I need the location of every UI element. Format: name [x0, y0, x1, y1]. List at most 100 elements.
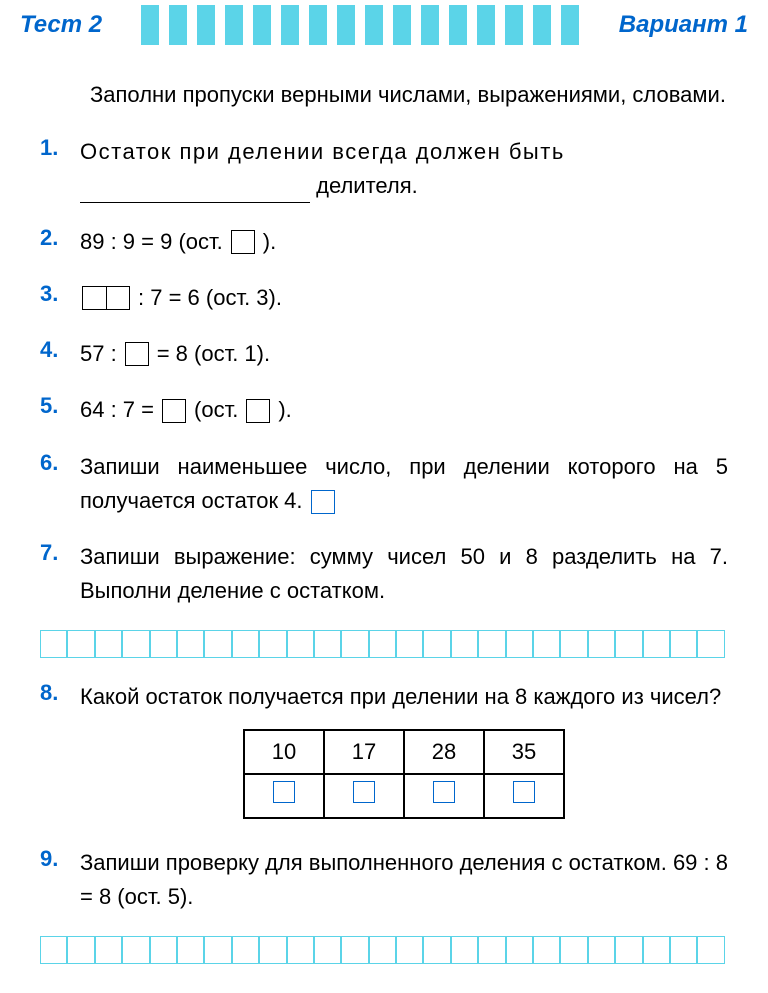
grid-cell[interactable]: [423, 630, 450, 658]
grid-cell[interactable]: [396, 630, 423, 658]
task-number: 6.: [40, 450, 80, 476]
stripe: [561, 5, 579, 45]
task-number: 4.: [40, 337, 80, 363]
grid-cell[interactable]: [643, 936, 670, 964]
task5-expr-c: ).: [278, 393, 291, 427]
grid-cell[interactable]: [232, 630, 259, 658]
table-cell: [244, 774, 324, 818]
task1-after: делителя.: [316, 173, 418, 198]
grid-cell[interactable]: [204, 630, 231, 658]
grid-cell[interactable]: [232, 936, 259, 964]
answer-box[interactable]: [311, 490, 335, 514]
stripe: [225, 5, 243, 45]
grid-cell[interactable]: [177, 630, 204, 658]
grid-cell[interactable]: [204, 936, 231, 964]
grid-cell[interactable]: [369, 630, 396, 658]
grid-cell[interactable]: [451, 630, 478, 658]
fill-blank-line[interactable]: [80, 179, 310, 203]
grid-cell[interactable]: [40, 630, 67, 658]
task8-table: 10 17 28 35: [243, 729, 565, 819]
grid-cell[interactable]: [314, 936, 341, 964]
grid-cell[interactable]: [506, 936, 533, 964]
grid-cell[interactable]: [478, 936, 505, 964]
stripe: [505, 5, 523, 45]
grid-cell[interactable]: [588, 936, 615, 964]
task-number: 3.: [40, 281, 80, 307]
grid-cell[interactable]: [643, 630, 670, 658]
answer-box[interactable]: [433, 781, 455, 803]
answer-box[interactable]: [273, 781, 295, 803]
grid-cell[interactable]: [150, 630, 177, 658]
answer-box-double[interactable]: [82, 286, 130, 310]
task4-expr-b: = 8 (ост. 1).: [157, 337, 270, 371]
table-cell: 28: [404, 730, 484, 774]
answer-box[interactable]: [125, 342, 149, 366]
content: Заполни пропуски верными числами, выраже…: [0, 50, 768, 964]
grid-cell[interactable]: [615, 630, 642, 658]
task6-text: Запиши наименьшее число, при делении кот…: [80, 454, 728, 513]
task-number: 5.: [40, 393, 80, 419]
grid-cell[interactable]: [287, 630, 314, 658]
grid-cell[interactable]: [259, 936, 286, 964]
grid-cell[interactable]: [122, 936, 149, 964]
task-6: 6. Запиши наименьшее число, при делении …: [40, 450, 728, 518]
grid-cell[interactable]: [40, 936, 67, 964]
grid-cell[interactable]: [670, 630, 697, 658]
table-row-header: 10 17 28 35: [244, 730, 564, 774]
answer-box[interactable]: [246, 399, 270, 423]
stripe: [421, 5, 439, 45]
task-1: 1. Остаток при делении всегда должен быт…: [40, 135, 728, 203]
stripe: [141, 5, 159, 45]
grid-cell[interactable]: [341, 936, 368, 964]
answer-grid[interactable]: [40, 630, 728, 658]
grid-cell[interactable]: [451, 936, 478, 964]
grid-cell[interactable]: [533, 936, 560, 964]
task-body: 89 : 9 = 9 (ост. ).: [80, 225, 728, 259]
variant-title: Вариант 1: [619, 11, 748, 39]
stripe: [449, 5, 467, 45]
answer-box[interactable]: [353, 781, 375, 803]
task-3: 3. : 7 = 6 (ост. 3).: [40, 281, 728, 315]
grid-cell[interactable]: [560, 936, 587, 964]
task2-expr-a: 89 : 9 = 9 (ост.: [80, 225, 223, 259]
grid-cell[interactable]: [423, 936, 450, 964]
grid-cell[interactable]: [150, 936, 177, 964]
grid-cell[interactable]: [67, 630, 94, 658]
grid-cell[interactable]: [122, 630, 149, 658]
stripe: [169, 5, 187, 45]
grid-cell[interactable]: [478, 630, 505, 658]
grid-cell[interactable]: [177, 936, 204, 964]
stripe: [309, 5, 327, 45]
grid-cell[interactable]: [588, 630, 615, 658]
table-cell: 35: [484, 730, 564, 774]
grid-cell[interactable]: [67, 936, 94, 964]
grid-cell[interactable]: [697, 630, 724, 658]
grid-cell[interactable]: [287, 936, 314, 964]
grid-cell[interactable]: [95, 936, 122, 964]
answer-box[interactable]: [231, 230, 255, 254]
grid-cell[interactable]: [396, 936, 423, 964]
task-number: 2.: [40, 225, 80, 251]
stripe: [281, 5, 299, 45]
task-number: 7.: [40, 540, 80, 566]
header-stripes: [102, 5, 619, 45]
answer-box[interactable]: [513, 781, 535, 803]
answer-box[interactable]: [162, 399, 186, 423]
grid-cell[interactable]: [560, 630, 587, 658]
grid-cell[interactable]: [95, 630, 122, 658]
grid-cell[interactable]: [670, 936, 697, 964]
task-body: Запиши наименьшее число, при делении кот…: [80, 450, 728, 518]
stripe: [393, 5, 411, 45]
grid-cell[interactable]: [615, 936, 642, 964]
grid-cell[interactable]: [369, 936, 396, 964]
grid-cell[interactable]: [506, 630, 533, 658]
task-body: Какой остаток получается при делении на …: [80, 680, 728, 824]
grid-cell[interactable]: [259, 630, 286, 658]
grid-cell[interactable]: [341, 630, 368, 658]
table-cell: 17: [324, 730, 404, 774]
grid-cell[interactable]: [314, 630, 341, 658]
grid-cell[interactable]: [533, 630, 560, 658]
grid-cell[interactable]: [697, 936, 724, 964]
answer-grid[interactable]: [40, 936, 728, 964]
task8-text: Какой остаток получается при делении на …: [80, 684, 721, 709]
